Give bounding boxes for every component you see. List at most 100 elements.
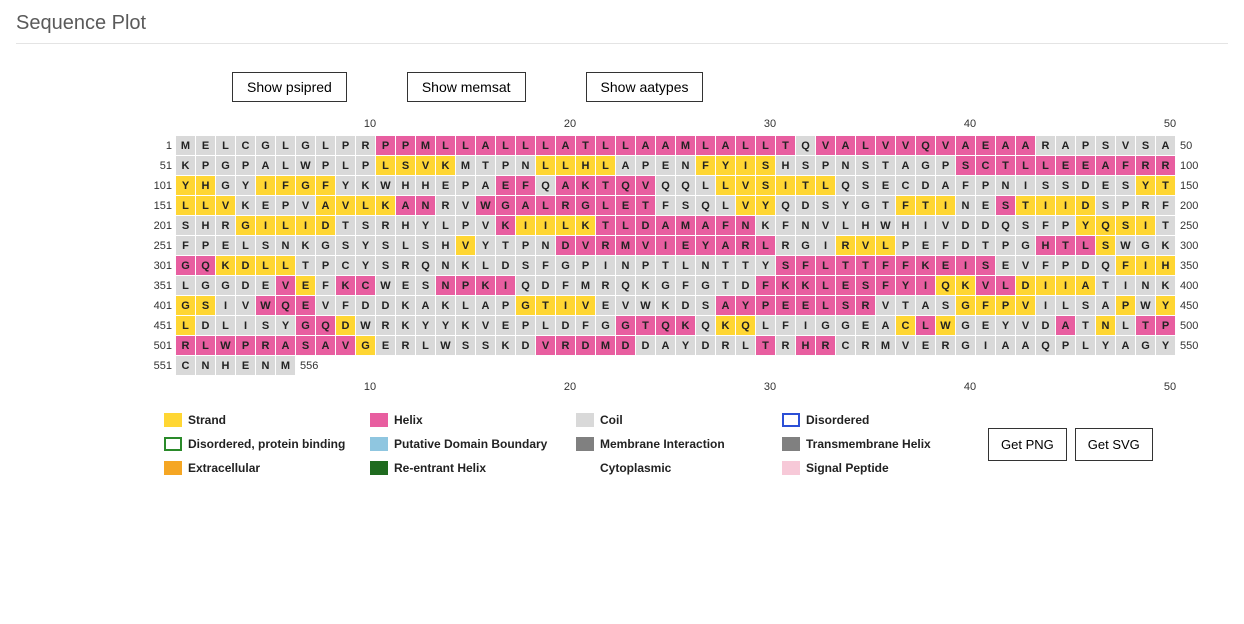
residue-cell: L xyxy=(436,136,455,155)
residue-cell: E xyxy=(976,196,995,215)
residue-cell: P xyxy=(516,236,535,255)
residue-cell: I xyxy=(236,316,255,335)
residue-cell: R xyxy=(856,336,875,355)
residue-cell: L xyxy=(256,256,275,275)
get-svg-button[interactable]: Get SVG xyxy=(1075,428,1153,461)
legend-swatch xyxy=(782,437,800,451)
residue-cell: E xyxy=(836,276,855,295)
residue-cell: P xyxy=(1116,196,1135,215)
show-memsat-button[interactable]: Show memsat xyxy=(407,72,526,102)
residue-cell: L xyxy=(196,196,215,215)
residue-cell: Q xyxy=(796,136,815,155)
residue-cell: I xyxy=(776,176,795,195)
residue-cell: P xyxy=(996,236,1015,255)
residue-cell: V xyxy=(296,196,315,215)
residue-cell: S xyxy=(856,156,875,175)
sequence-row: 1MELCGLGLPRPPMLLALLLATLLAAMLALLTQVALVVQV… xyxy=(146,136,1228,155)
residue-cell: R xyxy=(716,336,735,355)
residue-cell: W xyxy=(476,196,495,215)
residue-cell: H xyxy=(1036,236,1055,255)
residue-cell: C xyxy=(896,316,915,335)
residue-cell: E xyxy=(296,296,315,315)
residue-cell: L xyxy=(356,196,375,215)
residue-cell: T xyxy=(576,136,595,155)
residue-cell: N xyxy=(1136,276,1155,295)
residue-cell: R xyxy=(776,236,795,255)
residue-cell: I xyxy=(216,296,235,315)
residue-cell: L xyxy=(1076,236,1095,255)
residue-cell: G xyxy=(216,176,235,195)
residue-cell: F xyxy=(876,276,895,295)
residue-cell: A xyxy=(1076,276,1095,295)
residue-cell: Y xyxy=(836,196,855,215)
residue-cell: H xyxy=(856,216,875,235)
residue-cell: T xyxy=(876,156,895,175)
residue-cell: R xyxy=(556,196,575,215)
residue-cell: I xyxy=(1116,276,1135,295)
residue-cell: V xyxy=(1016,256,1035,275)
residue-cell: F xyxy=(776,316,795,335)
residue-cell: P xyxy=(316,256,335,275)
residue-cell: C xyxy=(836,336,855,355)
residue-cell: H xyxy=(576,156,595,175)
residue-cell: F xyxy=(976,296,995,315)
residue-cell: N xyxy=(836,156,855,175)
residue-cell: L xyxy=(236,236,255,255)
legend-label: Cytoplasmic xyxy=(600,461,671,475)
residue-cell: K xyxy=(956,276,975,295)
residue-cell: N xyxy=(736,216,755,235)
residue-cell: E xyxy=(496,316,515,335)
residue-cell: Y xyxy=(756,196,775,215)
residue-cell: A xyxy=(916,296,935,315)
residue-cell: D xyxy=(636,336,655,355)
row-end-number: 450 xyxy=(1176,300,1206,312)
residue-cell: Y xyxy=(896,276,915,295)
residue-cell: I xyxy=(1016,176,1035,195)
row-start-number: 401 xyxy=(146,300,176,312)
scale-tick: 40 xyxy=(964,118,976,130)
residue-cell: R xyxy=(596,276,615,295)
row-start-number: 51 xyxy=(146,160,176,172)
residue-cell: F xyxy=(1036,256,1055,275)
residue-cell: V xyxy=(1016,316,1035,335)
residue-cell: W xyxy=(216,336,235,355)
residue-cell: Y xyxy=(696,236,715,255)
legend-swatch xyxy=(782,413,800,427)
row-start-number: 201 xyxy=(146,220,176,232)
residue-cell: P xyxy=(1056,256,1075,275)
legend-item-signal: Signal Peptide xyxy=(782,461,982,475)
residue-cell: A xyxy=(716,136,735,155)
residue-cell: G xyxy=(236,216,255,235)
sequence-row: 301GQKDLLTPCYSRQNKLDSFGPINPTLNTTYSFLTTFF… xyxy=(146,256,1228,275)
residue-cell: P xyxy=(456,216,475,235)
residue-cell: A xyxy=(956,136,975,155)
residue-cell: G xyxy=(1136,336,1155,355)
residue-cell: D xyxy=(196,316,215,335)
row-cells: MELCGLGLPRPPMLLALLLATLLAAMLALLTQVALVVQVA… xyxy=(176,136,1176,155)
legend-swatch xyxy=(576,413,594,427)
residue-cell: E xyxy=(856,316,875,335)
residue-cell: V xyxy=(476,316,495,335)
show-aatypes-button[interactable]: Show aatypes xyxy=(586,72,704,102)
residue-cell: P xyxy=(496,156,515,175)
residue-cell: S xyxy=(1136,136,1155,155)
get-png-button[interactable]: Get PNG xyxy=(988,428,1067,461)
residue-cell: Y xyxy=(176,176,195,195)
residue-cell: F xyxy=(956,176,975,195)
residue-cell: F xyxy=(656,196,675,215)
residue-cell: L xyxy=(276,216,295,235)
residue-cell: P xyxy=(1156,316,1175,335)
residue-cell: Y xyxy=(436,316,455,335)
residue-cell: A xyxy=(1056,136,1075,155)
residue-cell: F xyxy=(336,296,355,315)
residue-cell: A xyxy=(396,196,415,215)
show-psipred-button[interactable]: Show psipred xyxy=(232,72,347,102)
residue-cell: G xyxy=(956,336,975,355)
residue-cell: I xyxy=(256,176,275,195)
residue-cell: P xyxy=(636,156,655,175)
row-end-number: 350 xyxy=(1176,260,1206,272)
residue-cell: E xyxy=(616,196,635,215)
residue-cell: W xyxy=(936,316,955,335)
legend-label: Disordered, protein binding xyxy=(188,437,345,451)
residue-cell: S xyxy=(1096,196,1115,215)
